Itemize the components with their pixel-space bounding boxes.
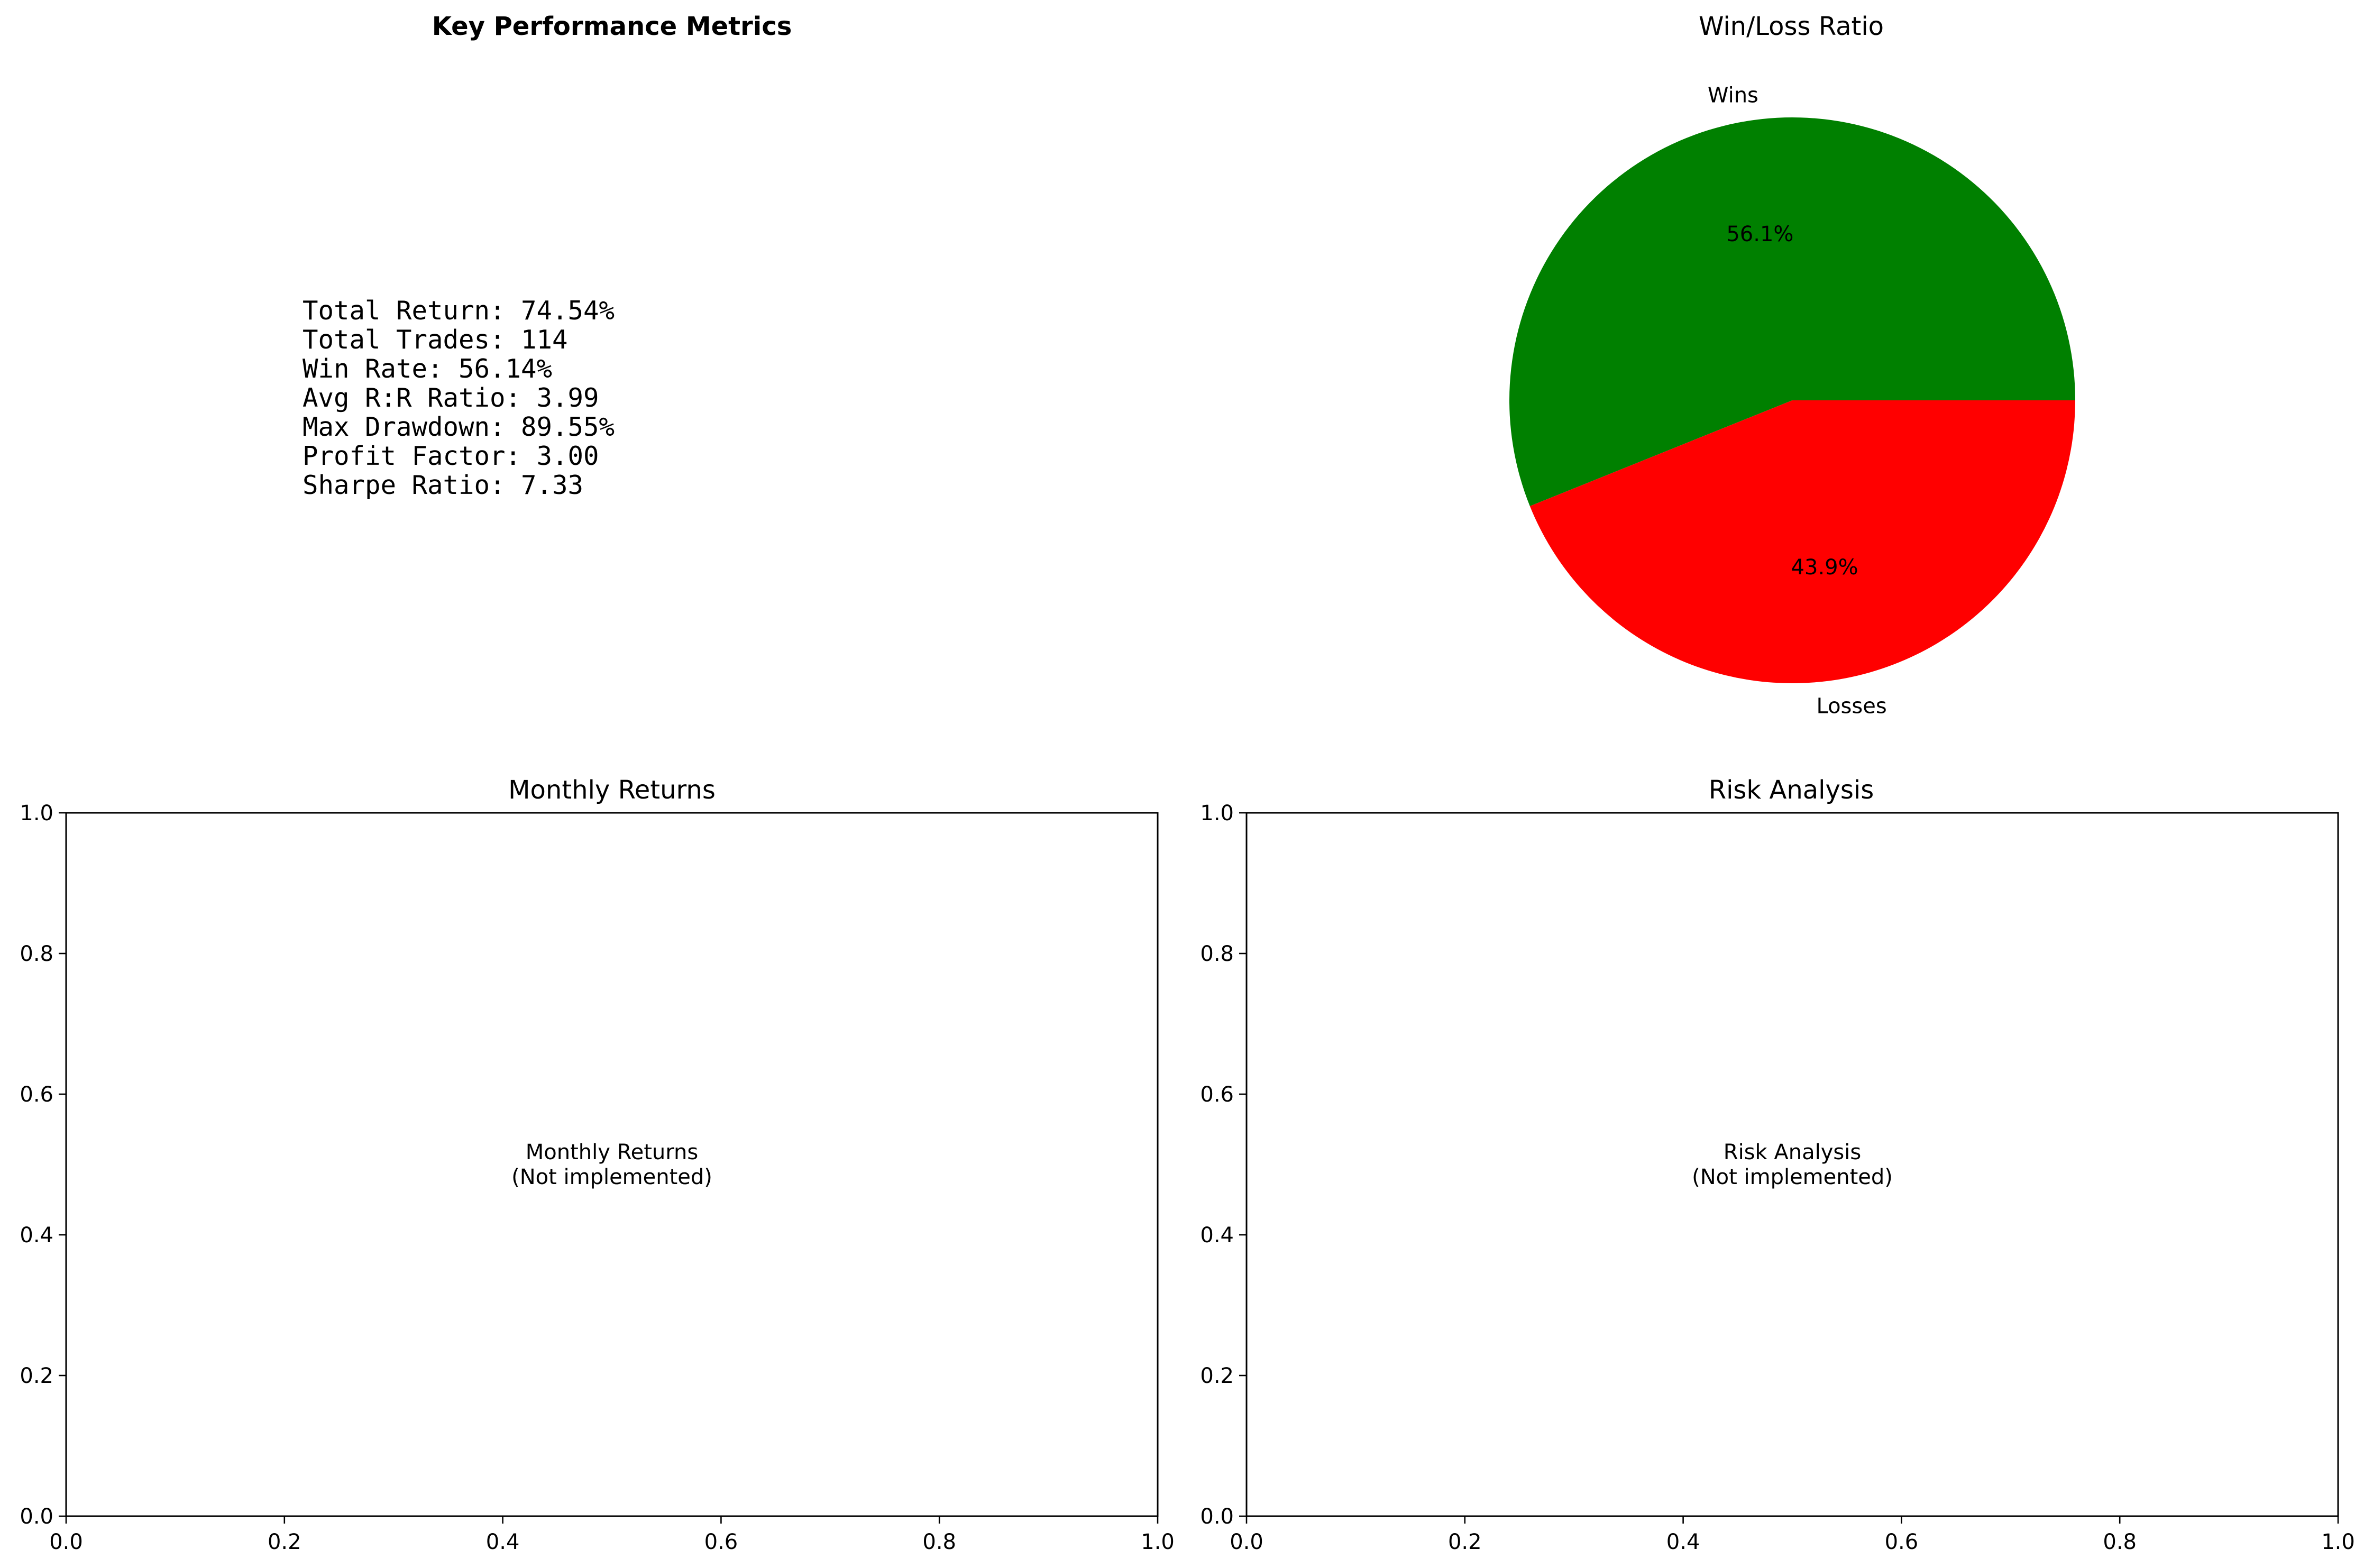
monthly-xtick-label-3: 0.6 — [704, 1530, 738, 1554]
monthly-returns-placeholder-line1: Monthly Returns — [526, 1140, 698, 1164]
metric-total-return: Total Return: 74.54% — [303, 296, 615, 326]
monthly-returns-title: Monthly Returns — [508, 775, 716, 805]
risk-analysis-placeholder-line1: Risk Analysis — [1724, 1140, 1861, 1164]
metric-max-drawdown: Max Drawdown: 89.55% — [303, 412, 615, 442]
monthly-ytick-label-3: 0.6 — [20, 1083, 53, 1107]
pie-pct-wins: 56.1% — [1726, 222, 1793, 246]
pie-label-losses: Losses — [1817, 694, 1887, 719]
risk-xtick-label-5: 1.0 — [2321, 1530, 2355, 1554]
metric-total-trades: Total Trades: 114 — [303, 325, 568, 355]
risk-ytick-label-3: 0.6 — [1200, 1083, 1234, 1107]
win-loss-pie-panel: Win/Loss Ratio Wins 56.1% Losses 43.9% — [1509, 12, 2075, 719]
monthly-ytick-label-2: 0.4 — [20, 1223, 53, 1248]
risk-analysis-axes — [1245, 812, 2339, 1517]
pie-slice-wins — [1509, 117, 2075, 507]
pie-slice-losses — [1529, 400, 2075, 683]
monthly-returns-ticks: 0.0 0.2 0.4 0.6 0.8 1.0 0.0 0.2 0.4 0.6 0.8 1.0 — [20, 801, 1174, 1554]
metric-sharpe-ratio: Sharpe Ratio: 7.33 — [303, 470, 583, 500]
monthly-returns-axes — [65, 812, 1159, 1517]
pie-chart: Wins 56.1% Losses 43.9% — [1509, 83, 2075, 719]
risk-ytick-label-2: 0.4 — [1200, 1223, 1234, 1248]
monthly-xtick-label-4: 0.8 — [922, 1530, 956, 1554]
metrics-panel: Key Performance Metrics Total Return: 74… — [303, 12, 792, 500]
metric-avg-rr-ratio: Avg R:R Ratio: 3.99 — [303, 383, 599, 413]
monthly-xtick-label-5: 1.0 — [1141, 1530, 1175, 1554]
monthly-xtick-label-0: 0.0 — [49, 1530, 83, 1554]
metric-win-rate: Win Rate: 56.14% — [303, 354, 552, 384]
monthly-ytick-label-4: 0.8 — [20, 942, 53, 966]
monthly-returns-placeholder-line2: (Not implemented) — [511, 1165, 712, 1189]
monthly-xtick-label-1: 0.2 — [268, 1530, 301, 1554]
risk-analysis-placeholder-line2: (Not implemented) — [1692, 1165, 1893, 1189]
risk-ytick-label-1: 0.2 — [1200, 1364, 1234, 1388]
pie-label-wins: Wins — [1708, 83, 1758, 107]
risk-xtick-label-4: 0.8 — [2103, 1530, 2137, 1554]
risk-xtick-label-1: 0.2 — [1448, 1530, 1482, 1554]
risk-xtick-label-2: 0.4 — [1666, 1530, 1700, 1554]
risk-ytick-label-4: 0.8 — [1200, 942, 1234, 966]
risk-xtick-label-3: 0.6 — [1885, 1530, 1919, 1554]
metrics-title: Key Performance Metrics — [432, 12, 792, 41]
monthly-ytick-label-1: 0.2 — [20, 1364, 53, 1388]
monthly-returns-panel: Monthly Returns Monthly Returns (Not imp… — [20, 775, 1174, 1554]
risk-analysis-panel: Risk Analysis Risk Analysis (Not impleme… — [1200, 775, 2354, 1554]
risk-ytick-label-0: 0.0 — [1200, 1505, 1234, 1529]
metric-profit-factor: Profit Factor: 3.00 — [303, 441, 599, 471]
monthly-ytick-label-5: 1.0 — [20, 801, 53, 826]
risk-analysis-title: Risk Analysis — [1709, 775, 1874, 805]
pie-pct-losses: 43.9% — [1791, 555, 1858, 580]
pie-title: Win/Loss Ratio — [1699, 12, 1884, 41]
risk-xtick-label-0: 0.0 — [1230, 1530, 1263, 1554]
risk-analysis-ticks: 0.0 0.2 0.4 0.6 0.8 1.0 0.0 0.2 0.4 0.6 0.8 1.0 — [1200, 801, 2354, 1554]
monthly-xtick-label-2: 0.4 — [486, 1530, 520, 1554]
monthly-ytick-label-0: 0.0 — [20, 1505, 53, 1529]
risk-ytick-label-5: 1.0 — [1200, 801, 1234, 826]
